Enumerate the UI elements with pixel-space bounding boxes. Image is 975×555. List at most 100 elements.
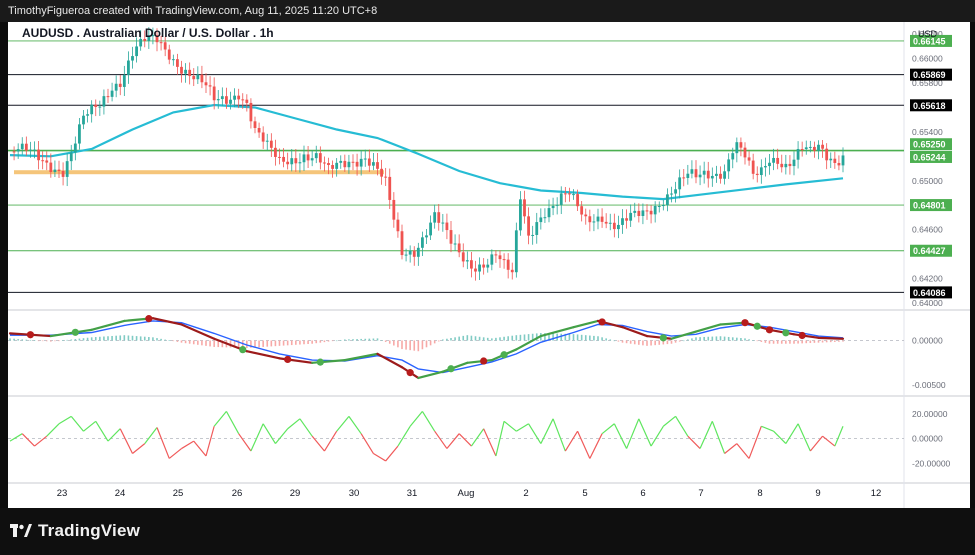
- macd-histogram-bar: [388, 340, 391, 344]
- oscillator-line-segment: [495, 421, 505, 457]
- candle-body: [176, 59, 179, 67]
- macd-histogram-bar: [736, 337, 738, 341]
- macd-histogram-bar: [197, 340, 199, 345]
- macd-histogram-bar: [94, 337, 97, 341]
- macd-histogram-bar: [360, 338, 362, 341]
- oscillator-line-segment: [761, 425, 774, 432]
- macd-cross-red: [480, 357, 488, 365]
- candle-body: [29, 149, 32, 151]
- level-price-label: 0.64427: [913, 246, 946, 256]
- macd-histogram-bar: [135, 336, 138, 341]
- oscillator-line-segment: [34, 435, 48, 447]
- oscillator-line-segment: [601, 423, 615, 435]
- oscillator-line-segment: [613, 423, 628, 449]
- macd-cross-green: [316, 358, 324, 366]
- chart-svg[interactable]: 0.66200 0.66000 0.65800 0.65400 0.65000 0.646…: [8, 22, 970, 508]
- macd-line-segment: [572, 319, 600, 329]
- candle-body: [90, 104, 94, 115]
- candle-body: [600, 216, 604, 222]
- macd-histogram-bar: [393, 340, 395, 346]
- macd-histogram-bar: [327, 340, 330, 342]
- time-tick-label: 31: [407, 488, 418, 499]
- candle-body: [200, 74, 204, 83]
- macd-histogram-bar: [41, 340, 44, 342]
- oscillator-line-segment: [238, 433, 252, 452]
- macd-line-segment: [441, 361, 469, 373]
- candle-body: [225, 96, 228, 104]
- macd-histogram-bar: [756, 340, 759, 342]
- candle-body: [196, 74, 200, 80]
- candle-body: [670, 193, 673, 195]
- candle-body: [678, 177, 682, 190]
- oscillator-line-segment: [144, 427, 158, 444]
- oscillator-line-segment: [564, 430, 579, 452]
- oscillator-line-segment: [225, 411, 240, 434]
- macd-cross-green: [753, 322, 761, 330]
- candle-body: [829, 158, 833, 161]
- macd-histogram-bar: [50, 340, 52, 342]
- oscillator-line-segment: [397, 425, 411, 447]
- candle-body: [359, 158, 363, 167]
- macd-histogram-bar: [409, 340, 411, 351]
- macd-histogram-bar: [331, 340, 334, 342]
- candle-body: [339, 160, 343, 163]
- macd-histogram-bar: [250, 340, 252, 348]
- macd-histogram-bar: [454, 337, 456, 341]
- oscillator-line-segment: [809, 435, 824, 452]
- candle-body: [808, 146, 812, 148]
- macd-histogram-bar: [323, 340, 326, 343]
- chart-area[interactable]: 0.66200 0.66000 0.65800 0.65400 0.65000 0.646…: [8, 22, 970, 508]
- macd-histogram-bar: [797, 340, 799, 344]
- macd-histogram-bar: [86, 337, 89, 341]
- candle-body: [617, 224, 620, 230]
- candle-body: [445, 222, 449, 231]
- tradingview-logo[interactable]: TradingView: [10, 521, 140, 541]
- candle-body: [127, 60, 130, 75]
- candle-body: [363, 158, 367, 160]
- candle-body: [661, 205, 665, 207]
- macd-histogram-bar: [307, 340, 309, 344]
- oscillator-line-segment: [181, 440, 195, 450]
- candle-body: [653, 205, 657, 215]
- macd-histogram-bar: [290, 340, 293, 346]
- macd-histogram-bar: [315, 340, 318, 344]
- chart-title: AUDUSD . Australian Dollar / U.S. Dollar…: [22, 26, 274, 40]
- candle-body: [596, 216, 600, 222]
- oscillator-line-segment: [421, 411, 436, 432]
- oscillator-line-segment: [46, 423, 60, 437]
- oscillator-line-segment: [156, 427, 170, 459]
- macd-histogram-bar: [123, 335, 126, 341]
- macd-histogram-bar: [180, 340, 183, 343]
- macd-cross-red: [406, 369, 414, 377]
- candle-body: [396, 219, 400, 232]
- candle-body: [547, 208, 551, 218]
- macd-histogram-bar: [601, 337, 603, 341]
- candle-body: [429, 222, 432, 236]
- candle-body: [690, 169, 694, 174]
- macd-histogram-bar: [801, 340, 803, 344]
- macd-histogram-bar: [262, 340, 264, 347]
- macd-histogram-bar: [495, 337, 497, 341]
- macd-histogram-bar: [397, 340, 399, 348]
- candle-body: [568, 193, 571, 195]
- candle-body: [241, 99, 245, 101]
- macd-histogram-bar: [58, 340, 60, 342]
- candle-body: [772, 157, 775, 163]
- macd-histogram-bar: [699, 337, 701, 341]
- macd-histogram-bar: [748, 339, 750, 341]
- macd-histogram-bar: [37, 340, 40, 342]
- macd-histogram-bar: [429, 340, 432, 346]
- candle-body: [180, 66, 183, 74]
- macd-histogram-bar: [715, 336, 718, 341]
- candle-body: [57, 169, 61, 172]
- candle-body: [461, 252, 465, 262]
- moving-average-line: [9, 103, 844, 201]
- candle-body: [437, 212, 441, 223]
- candle-body: [216, 99, 220, 101]
- candle-body: [384, 176, 388, 178]
- oscillator-line-segment: [724, 443, 738, 454]
- macd-histogram-bar: [785, 340, 787, 344]
- macd-histogram-bar: [523, 334, 526, 341]
- candle-body: [841, 155, 845, 166]
- candle-body: [331, 165, 334, 169]
